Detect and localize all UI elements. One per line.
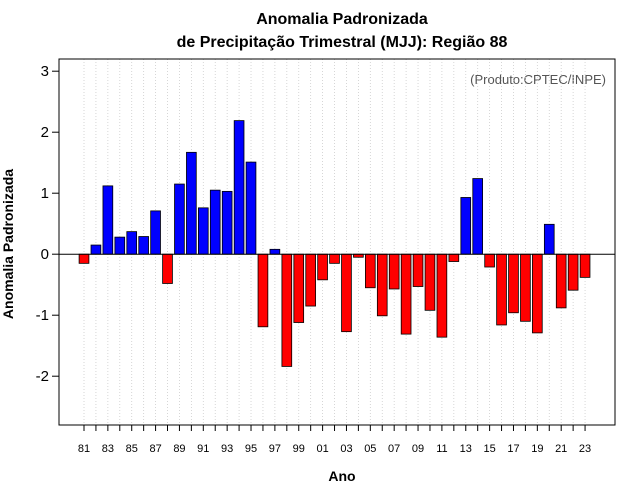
bar-02 xyxy=(329,253,340,264)
bar-93 xyxy=(221,190,233,255)
bar-18 xyxy=(520,253,531,322)
y-tick-label: -2 xyxy=(36,368,49,385)
y-tick-label: -1 xyxy=(36,307,49,324)
bar-89 xyxy=(174,183,185,255)
y-tick-label: 1 xyxy=(41,185,49,202)
bar-19 xyxy=(532,253,543,334)
bar-83 xyxy=(102,185,114,255)
x-tick-label: 21 xyxy=(555,443,567,455)
bar-87 xyxy=(150,210,161,255)
bar-14 xyxy=(472,178,483,255)
bar-13 xyxy=(460,197,472,255)
bar-90 xyxy=(186,151,197,255)
bar-97 xyxy=(269,248,281,255)
bar-96 xyxy=(257,253,269,328)
bar-85 xyxy=(126,231,138,255)
bar-16 xyxy=(496,253,507,326)
bar-94 xyxy=(233,120,245,255)
x-tick-label: 11 xyxy=(436,443,447,455)
y-axis-title: Anomalia Padronizada xyxy=(0,169,16,319)
bar-08 xyxy=(400,253,412,335)
bar-99 xyxy=(293,253,305,323)
bar-84 xyxy=(114,236,126,255)
bar-15 xyxy=(484,253,495,268)
chart-title: Anomalia Padronizada xyxy=(256,11,428,28)
x-tick-label: 03 xyxy=(340,443,352,455)
x-tick-label: 95 xyxy=(245,443,257,455)
x-tick-label: 13 xyxy=(460,443,472,455)
bar-06 xyxy=(376,253,388,317)
bar-07 xyxy=(388,253,400,290)
bar-82 xyxy=(90,244,102,255)
x-tick-label: 15 xyxy=(483,443,495,455)
bar-92 xyxy=(209,189,221,255)
bar-98 xyxy=(281,253,293,367)
bar-09 xyxy=(412,253,424,287)
bar-10 xyxy=(424,253,436,311)
bar-21 xyxy=(555,253,567,309)
x-tick-label: 01 xyxy=(316,443,328,455)
x-tick-label: 89 xyxy=(173,443,185,455)
plot-frame xyxy=(58,58,616,426)
bar-81 xyxy=(78,253,90,264)
x-tick-label: 23 xyxy=(579,443,591,455)
bar-20 xyxy=(543,223,555,255)
bars xyxy=(78,120,591,367)
bar-88 xyxy=(162,253,173,284)
bar-17 xyxy=(508,253,519,314)
chart-subtitle: de Precipitação Trimestral (MJJ): Região… xyxy=(177,34,508,51)
bar-23 xyxy=(579,253,591,278)
x-tick-label: 93 xyxy=(221,443,233,455)
x-tick-label: 05 xyxy=(364,443,376,455)
x-tick-label: 99 xyxy=(293,443,305,455)
y-tick-label: 2 xyxy=(41,124,49,141)
credit-annotation: (Produto:CPTEC/INPE) xyxy=(470,72,606,87)
bar-11 xyxy=(436,253,448,338)
y-tick-label: 0 xyxy=(41,246,49,263)
x-tick-label: 17 xyxy=(507,443,519,455)
bar-00 xyxy=(305,253,316,307)
x-tick-label: 83 xyxy=(102,443,114,455)
bar-03 xyxy=(341,253,352,333)
bar-22 xyxy=(567,253,579,291)
x-tick-label: 85 xyxy=(126,443,138,455)
bar-91 xyxy=(197,207,209,255)
x-tick-label: 07 xyxy=(388,443,400,455)
y-tick-label: 3 xyxy=(41,63,49,80)
x-tick-label: 91 xyxy=(197,443,209,455)
bar-95 xyxy=(245,161,257,255)
x-axis-title: Ano xyxy=(328,468,355,484)
x-tick-label: 19 xyxy=(531,443,543,455)
bar-12 xyxy=(448,253,460,262)
bar-01 xyxy=(317,253,328,281)
bar-05 xyxy=(365,253,376,289)
x-tick-label: 87 xyxy=(149,443,161,455)
x-tick-label: 81 xyxy=(78,443,90,455)
bar-86 xyxy=(138,236,149,255)
x-tick-label: 09 xyxy=(412,443,424,455)
x-tick-label: 97 xyxy=(269,443,281,455)
